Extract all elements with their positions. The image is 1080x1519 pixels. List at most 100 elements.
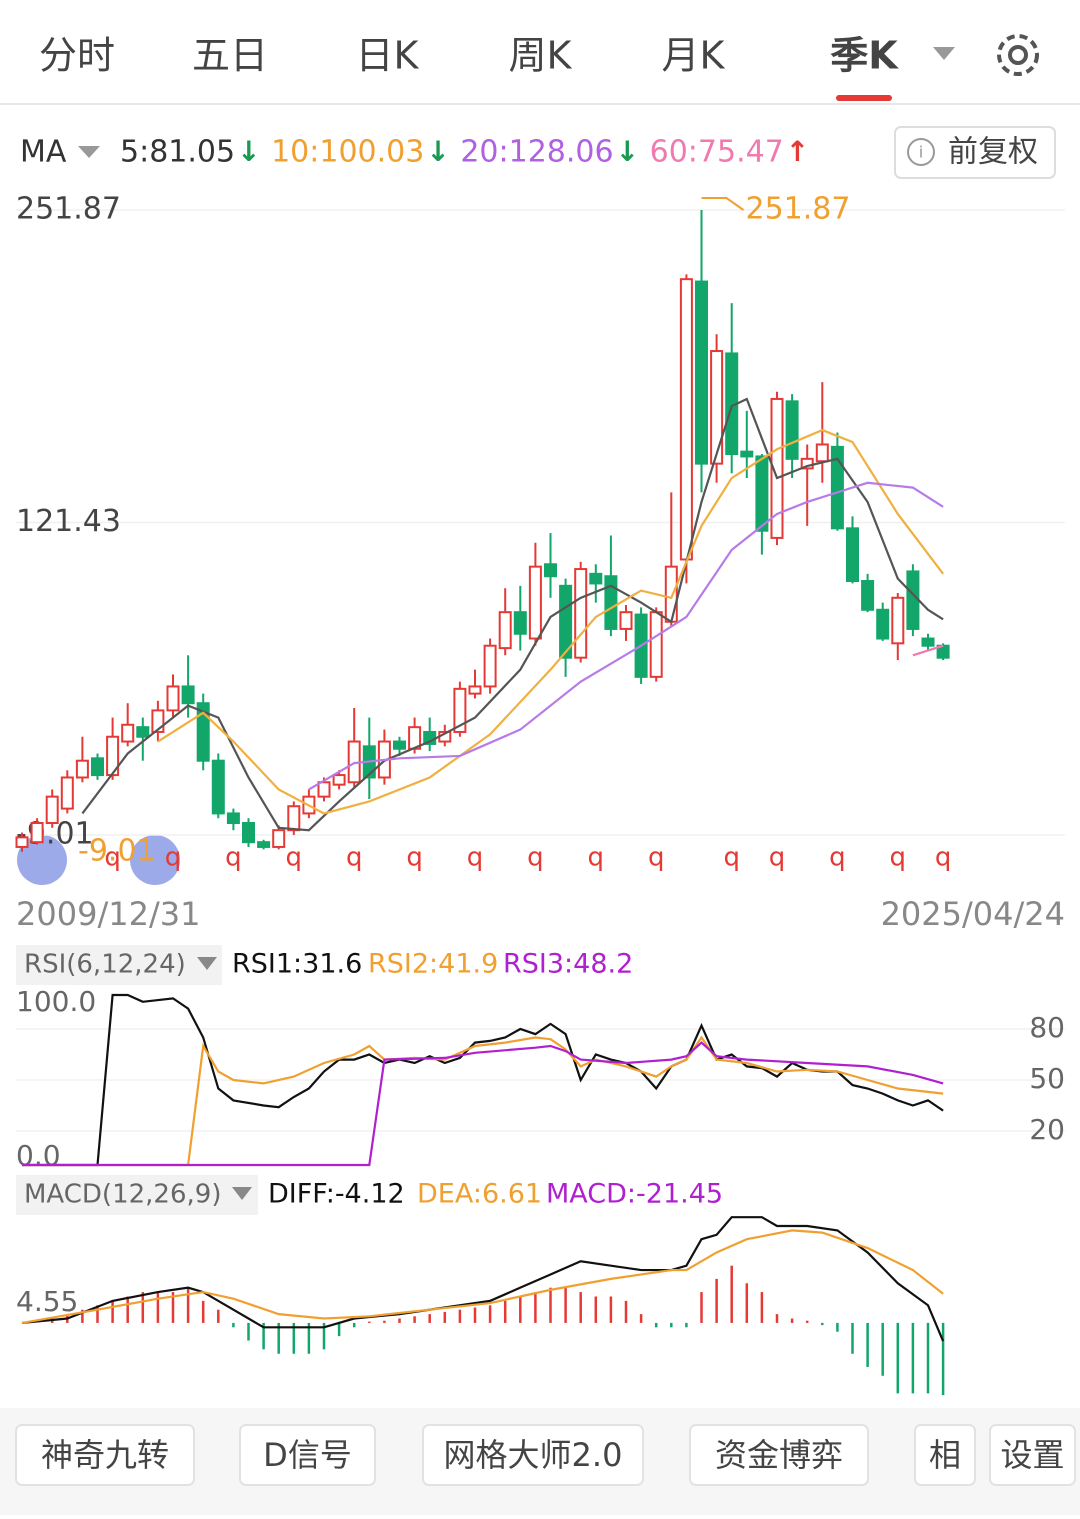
rsi-selector[interactable]: [16, 945, 222, 985]
macd-selector[interactable]: [16, 1175, 258, 1215]
signal: q: [225, 843, 242, 873]
adjust-button[interactable]: [894, 126, 1056, 179]
tab[interactable]: 月K: [662, 34, 726, 78]
tool-button[interactable]: [422, 1424, 644, 1486]
rsi-tick-label: 80: [1029, 1011, 1065, 1044]
ma-value: 10:100.03: [271, 135, 424, 170]
macd-dropdown[interactable]: [232, 1187, 252, 1200]
candle-body: [619, 611, 633, 630]
candle-body: [151, 709, 165, 733]
candle-body: [664, 565, 678, 623]
candle-body: [121, 723, 135, 743]
rsi-legend: RSI3:48.2: [503, 949, 633, 980]
tool-button[interactable]: [239, 1424, 376, 1486]
candle-body: [272, 829, 286, 848]
settings-icon[interactable]: [997, 34, 1039, 76]
candle-body: [559, 584, 573, 659]
ma-arrow: ↑: [786, 135, 809, 168]
tab[interactable]: 周K: [509, 34, 573, 78]
macd-legend: DIFF:-4.12: [268, 1179, 405, 1210]
rsi-line: [22, 993, 944, 1167]
overlay-button[interactable]: [17, 835, 67, 885]
signal: q: [346, 843, 363, 873]
candle-body: [393, 740, 406, 750]
ma-value: 60:75.47: [650, 135, 784, 170]
candle-body: [861, 580, 875, 611]
candle-body: [60, 776, 74, 810]
tool-label[interactable]: 网格大师2.0: [444, 1436, 623, 1474]
signal: q: [648, 843, 665, 873]
tool-label[interactable]: 相: [929, 1436, 961, 1474]
tool-button[interactable]: [689, 1424, 869, 1486]
signal: q: [890, 843, 907, 873]
candle-body: [468, 685, 482, 695]
candle-body: [604, 575, 618, 630]
signal: q: [165, 843, 182, 873]
rsi-title[interactable]: RSI(6,12,24): [24, 950, 186, 980]
candle-body: [589, 572, 603, 585]
signal: q: [286, 843, 303, 873]
tab[interactable]: 五日: [192, 34, 268, 78]
tab-underline: [836, 95, 892, 101]
candle-body: [710, 350, 724, 465]
overlay-button[interactable]: [130, 835, 180, 885]
candle-body: [136, 726, 150, 738]
candle-body: [846, 527, 859, 583]
candle-body: [15, 836, 29, 848]
candle-body: [528, 565, 542, 640]
tool-button[interactable]: [914, 1424, 976, 1486]
candle-body: [830, 445, 844, 530]
candle-body: [91, 757, 104, 777]
ma-label: MA: [20, 135, 67, 170]
candle-body: [453, 687, 467, 733]
rsi-dropdown[interactable]: [197, 957, 217, 970]
tool-button[interactable]: [989, 1424, 1076, 1486]
tab[interactable]: 日K: [356, 34, 420, 78]
rsi-tick-label: 20: [1029, 1113, 1065, 1146]
candle-body: [544, 563, 557, 578]
min-label: -9.01: [78, 834, 156, 869]
ma-arrow: ↓: [237, 135, 260, 168]
candle-body: [513, 611, 527, 635]
tab-dropdown[interactable]: [933, 47, 955, 60]
tool-label[interactable]: 神奇九转: [41, 1436, 169, 1474]
candle-body: [740, 450, 754, 458]
candle-body: [755, 455, 769, 532]
tool-label[interactable]: 资金博弈: [715, 1436, 843, 1474]
candle-body: [30, 821, 44, 844]
rsi-tick-label: 100.0: [16, 985, 96, 1018]
signal: q: [723, 843, 740, 873]
ma-line: [157, 428, 944, 815]
signal: q: [104, 843, 121, 873]
tool-button[interactable]: [15, 1424, 195, 1486]
start-date: 2009/12/31: [16, 895, 200, 933]
tab[interactable]: 季K: [830, 34, 899, 78]
tool-label[interactable]: 设置: [1000, 1436, 1064, 1474]
tool-label[interactable]: D信号: [263, 1436, 352, 1474]
candle-body: [695, 280, 708, 465]
candle-body: [332, 774, 346, 786]
macd-tick-label: 4.55: [16, 1285, 78, 1318]
macd-title[interactable]: MACD(12,26,9): [24, 1180, 221, 1210]
ma-arrow: ↓: [616, 135, 639, 168]
rsi-tick-label: 0.0: [16, 1139, 61, 1172]
ma-line: [308, 481, 944, 791]
ma-line: [81, 397, 944, 832]
macd-legend: MACD:-21.45: [546, 1179, 723, 1210]
end-date: 2025/04/24: [881, 895, 1065, 933]
adjust-label[interactable]: 前复权: [948, 135, 1038, 170]
candle-body: [785, 400, 799, 460]
rsi-tick-label: 50: [1029, 1062, 1065, 1095]
candle-body: [906, 570, 920, 630]
tab[interactable]: 分时: [39, 34, 115, 78]
signal: q: [769, 843, 786, 873]
ma-dropdown[interactable]: [78, 146, 100, 158]
rsi-line: [22, 1041, 944, 1167]
macd-line: [21, 1229, 944, 1325]
y-tick-label: 251.87: [16, 192, 121, 227]
ma-value: 5:81.05: [120, 135, 235, 170]
y-tick-label: 121.43: [16, 504, 121, 539]
rsi-line: [22, 1035, 944, 1167]
